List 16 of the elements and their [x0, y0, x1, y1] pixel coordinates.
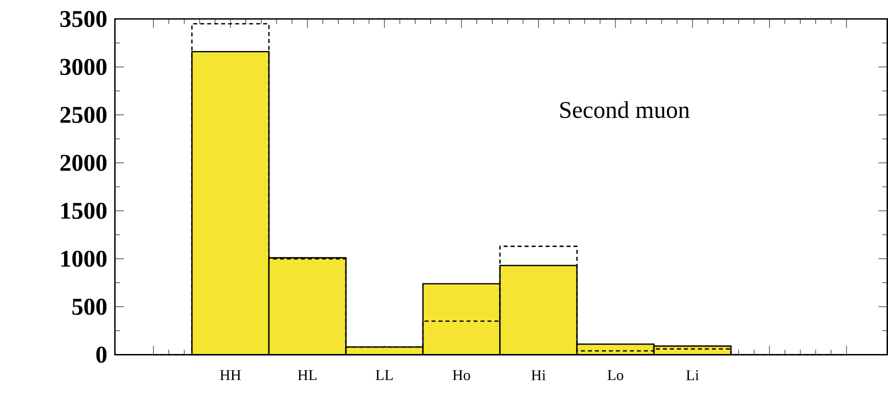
y-tick-label: 3000: [60, 59, 106, 76]
x-tick-label: Lo: [608, 370, 624, 380]
x-tick-label: Ho: [452, 370, 470, 380]
annotation: Second muon: [560, 101, 690, 118]
x-tick-label: Hi: [531, 370, 546, 380]
y-tick-label: 2500: [60, 106, 106, 124]
y-tick-label: 2000: [60, 154, 106, 172]
x-tick-label: HH: [220, 370, 241, 380]
y-tick-label: 3500: [60, 11, 106, 28]
x-tick-label: LL: [376, 370, 393, 380]
y-tick-label: 1000: [61, 250, 106, 268]
y-tick-label: 500: [72, 298, 106, 315]
y-tick-label: 0: [96, 346, 106, 363]
x-tick-label: Li: [686, 370, 699, 380]
x-tick-label: HL: [298, 370, 317, 380]
y-tick-label: 1500: [61, 202, 106, 220]
